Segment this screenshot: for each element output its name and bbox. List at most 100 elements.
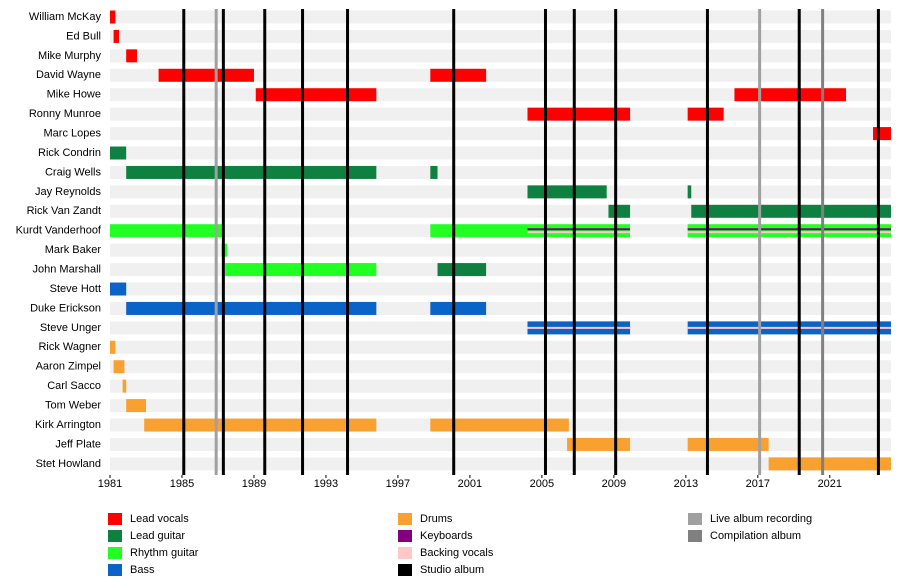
x-tick-label: 1997 xyxy=(386,478,410,490)
member-bar xyxy=(527,107,631,121)
member-bar xyxy=(768,457,891,471)
member-stripe xyxy=(687,228,891,231)
row-band xyxy=(110,282,891,296)
x-tick-label: 2001 xyxy=(458,478,482,490)
row-band xyxy=(110,29,891,43)
member-name: Mark Baker xyxy=(45,244,102,256)
member-bar xyxy=(113,29,119,43)
member-name: Steve Hott xyxy=(50,283,101,295)
member-bar xyxy=(126,301,377,315)
member-name: Craig Wells xyxy=(45,166,102,178)
member-name: Duke Erickson xyxy=(30,302,101,314)
row-band xyxy=(110,340,891,354)
member-name: Jay Reynolds xyxy=(35,186,102,198)
member-bar xyxy=(430,418,569,432)
member-name: Rick Wagner xyxy=(38,341,101,353)
legend-label: Backing vocals xyxy=(420,547,494,559)
member-bar xyxy=(691,204,891,218)
member-bar xyxy=(608,204,631,218)
legend-swatch xyxy=(398,513,412,525)
member-bar xyxy=(110,224,224,238)
row-band xyxy=(110,360,891,374)
member-bar xyxy=(430,68,487,82)
member-bar xyxy=(255,88,377,102)
member-name: Jeff Plate xyxy=(55,438,101,450)
row-band xyxy=(110,107,891,121)
legend-label: Bass xyxy=(130,564,155,576)
x-tick-label: 2021 xyxy=(818,478,842,490)
member-name: Kirk Arrington xyxy=(35,419,101,431)
row-band xyxy=(110,49,891,63)
row-band xyxy=(110,10,891,24)
member-name: Ronny Munroe xyxy=(29,108,101,120)
row-band xyxy=(110,437,891,451)
member-name: Mike Howe xyxy=(47,89,101,101)
member-stripe xyxy=(527,231,631,234)
member-stripe xyxy=(527,326,631,329)
member-bar xyxy=(687,224,891,238)
member-bar xyxy=(110,10,116,24)
legend-swatch xyxy=(688,513,702,525)
legend-label: Rhythm guitar xyxy=(130,547,199,559)
member-bar xyxy=(122,379,127,393)
member-bar xyxy=(113,360,125,374)
x-tick-label: 1985 xyxy=(170,478,194,490)
member-bar xyxy=(126,399,146,413)
legend-label: Lead vocals xyxy=(130,513,189,525)
row-band xyxy=(110,68,891,82)
member-bar xyxy=(110,282,127,296)
row-band xyxy=(110,185,891,199)
member-bar xyxy=(430,165,438,179)
member-name: Stet Howland xyxy=(36,458,101,470)
member-name: Steve Unger xyxy=(40,322,101,334)
member-name: William McKay xyxy=(29,11,102,23)
member-bar xyxy=(687,437,769,451)
member-stripe xyxy=(687,326,891,329)
x-tick-label: 1993 xyxy=(314,478,338,490)
member-name: David Wayne xyxy=(36,69,101,81)
member-bar xyxy=(144,418,377,432)
legend-swatch xyxy=(688,530,702,542)
member-name: Tom Weber xyxy=(45,400,101,412)
legend-swatch xyxy=(108,530,122,542)
member-bar xyxy=(687,185,692,199)
member-bar xyxy=(687,107,724,121)
x-tick-label: 2013 xyxy=(674,478,698,490)
member-name: Rick Van Zandt xyxy=(27,205,101,217)
member-bar xyxy=(126,165,377,179)
member-name: Marc Lopes xyxy=(44,127,102,139)
member-bar xyxy=(527,185,607,199)
member-bar xyxy=(873,127,891,141)
row-band xyxy=(110,146,891,160)
x-tick-label: 2017 xyxy=(746,478,770,490)
legend-label: Compilation album xyxy=(710,530,801,542)
member-stripe xyxy=(687,231,891,234)
member-bar xyxy=(158,68,254,82)
legend-swatch xyxy=(398,530,412,542)
legend-swatch xyxy=(108,513,122,525)
row-band xyxy=(110,243,891,257)
legend-swatch xyxy=(398,564,412,576)
member-bar xyxy=(225,263,377,277)
row-band xyxy=(110,457,891,471)
member-name: Ed Bull xyxy=(66,30,101,42)
member-name: Aaron Zimpel xyxy=(36,361,101,373)
member-bar xyxy=(430,301,487,315)
legend-swatch xyxy=(108,547,122,559)
row-band xyxy=(110,379,891,393)
member-name: Mike Murphy xyxy=(38,50,101,62)
member-bar xyxy=(437,263,487,277)
x-tick-label: 2005 xyxy=(530,478,554,490)
member-bar xyxy=(110,146,127,160)
legend-label: Studio album xyxy=(420,564,484,576)
legend-label: Live album recording xyxy=(710,513,812,525)
row-band xyxy=(110,399,891,413)
member-name: John Marshall xyxy=(33,263,101,275)
x-tick-label: 2009 xyxy=(602,478,626,490)
member-bar xyxy=(567,437,631,451)
legend-swatch xyxy=(108,564,122,576)
member-bar xyxy=(110,340,116,354)
member-stripe xyxy=(527,228,631,231)
legend-swatch xyxy=(398,547,412,559)
